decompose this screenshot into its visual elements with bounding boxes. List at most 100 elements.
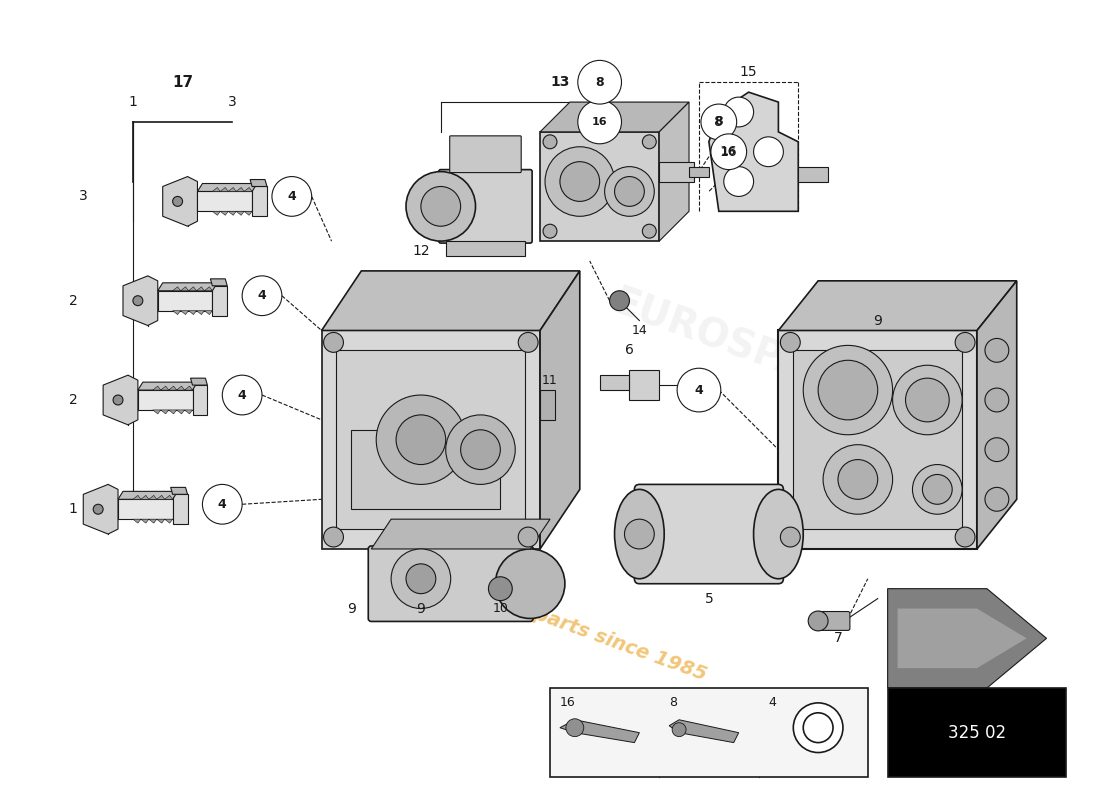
Bar [793, 350, 962, 529]
Circle shape [642, 224, 657, 238]
Circle shape [701, 104, 737, 140]
Text: 1: 1 [129, 95, 138, 109]
Polygon shape [250, 179, 267, 186]
Circle shape [565, 718, 584, 737]
Bar [540, 132, 659, 241]
Polygon shape [252, 186, 267, 216]
Polygon shape [133, 519, 141, 523]
Bar [446, 241, 525, 256]
Circle shape [323, 527, 343, 547]
Polygon shape [244, 211, 252, 215]
Polygon shape [153, 410, 161, 414]
Text: 4: 4 [218, 498, 227, 510]
FancyBboxPatch shape [368, 546, 534, 622]
Bar [689, 166, 708, 177]
Circle shape [892, 366, 962, 434]
Polygon shape [133, 495, 141, 499]
Circle shape [202, 485, 242, 524]
Polygon shape [198, 183, 257, 191]
Text: 325 02: 325 02 [948, 724, 1006, 742]
Ellipse shape [754, 490, 803, 578]
Circle shape [984, 338, 1009, 362]
Text: 8: 8 [715, 115, 723, 129]
Polygon shape [141, 519, 149, 523]
Bar [659, 162, 694, 182]
Text: 3: 3 [228, 95, 236, 109]
Circle shape [780, 527, 801, 547]
Bar [321, 330, 540, 549]
Circle shape [242, 276, 282, 315]
Circle shape [376, 395, 465, 485]
Polygon shape [123, 276, 157, 326]
Polygon shape [161, 386, 168, 390]
Circle shape [793, 703, 843, 753]
Text: 13: 13 [550, 75, 570, 90]
Polygon shape [212, 187, 220, 191]
Circle shape [406, 171, 475, 241]
Bar [550, 688, 868, 778]
Circle shape [803, 346, 892, 434]
Polygon shape [148, 495, 157, 499]
Polygon shape [197, 286, 205, 290]
Circle shape [780, 333, 801, 352]
Circle shape [323, 333, 343, 352]
Circle shape [495, 549, 565, 618]
Circle shape [113, 395, 123, 405]
Polygon shape [141, 495, 149, 499]
Bar [138, 390, 192, 410]
Circle shape [625, 519, 654, 549]
Text: 10: 10 [493, 602, 508, 615]
Circle shape [823, 445, 892, 514]
Polygon shape [212, 211, 220, 215]
Circle shape [518, 527, 538, 547]
Polygon shape [168, 410, 177, 414]
Polygon shape [659, 102, 689, 241]
Bar [351, 430, 501, 510]
Polygon shape [185, 410, 192, 414]
Text: 8: 8 [669, 696, 678, 710]
Circle shape [724, 97, 754, 127]
Text: 4: 4 [238, 389, 246, 402]
Polygon shape [540, 102, 689, 132]
Circle shape [173, 197, 183, 206]
Text: 11: 11 [542, 374, 558, 386]
Polygon shape [898, 609, 1026, 668]
Polygon shape [212, 286, 228, 315]
Text: 2: 2 [69, 393, 78, 407]
Circle shape [488, 577, 513, 601]
Polygon shape [153, 386, 161, 390]
Circle shape [461, 430, 500, 470]
Circle shape [392, 549, 451, 609]
Bar [629, 370, 659, 400]
Polygon shape [138, 382, 198, 390]
FancyBboxPatch shape [439, 170, 532, 243]
Polygon shape [157, 519, 165, 523]
Polygon shape [173, 286, 180, 290]
Text: 4: 4 [287, 190, 296, 203]
Polygon shape [708, 92, 799, 211]
Circle shape [615, 177, 645, 206]
Polygon shape [177, 410, 185, 414]
Circle shape [578, 60, 621, 104]
Ellipse shape [615, 490, 664, 578]
Circle shape [222, 375, 262, 415]
Polygon shape [220, 187, 229, 191]
Circle shape [543, 135, 557, 149]
Polygon shape [244, 187, 252, 191]
Bar [600, 375, 629, 390]
Polygon shape [779, 281, 1016, 330]
Polygon shape [161, 410, 168, 414]
Circle shape [544, 146, 615, 216]
Bar [157, 290, 212, 310]
Bar [540, 390, 556, 420]
Bar [779, 330, 977, 549]
Polygon shape [560, 720, 639, 742]
Polygon shape [321, 271, 580, 330]
Circle shape [672, 722, 686, 737]
Polygon shape [177, 386, 185, 390]
Text: 16: 16 [592, 117, 607, 127]
Polygon shape [977, 281, 1016, 549]
Bar [799, 166, 828, 182]
FancyBboxPatch shape [635, 485, 783, 584]
Circle shape [984, 438, 1009, 462]
